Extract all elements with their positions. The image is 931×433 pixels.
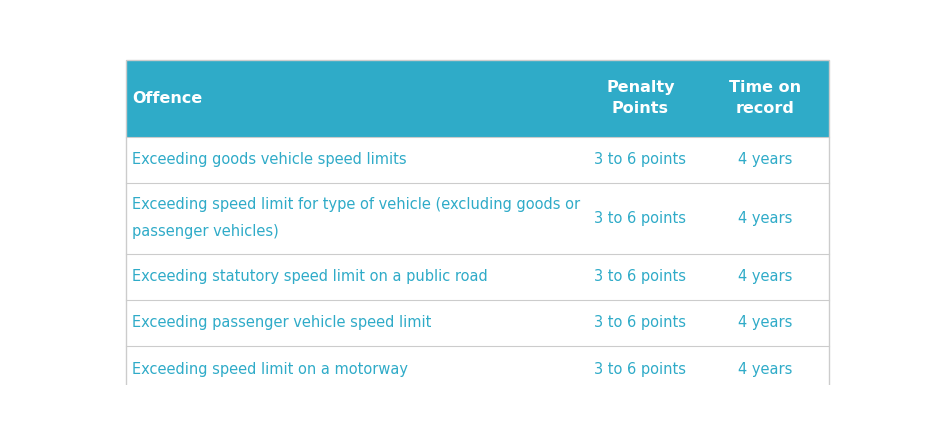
Text: Penalty
Points: Penalty Points (606, 80, 675, 116)
Text: 3 to 6 points: 3 to 6 points (594, 211, 686, 226)
Text: 3 to 6 points: 3 to 6 points (594, 362, 686, 377)
Bar (126, 254, 829, 300)
Text: Exceeding speed limit for type of vehicle (excluding goods or
passenger vehicles: Exceeding speed limit for type of vehicl… (132, 197, 580, 239)
Text: Exceeding passenger vehicle speed limit: Exceeding passenger vehicle speed limit (132, 316, 431, 330)
Text: 3 to 6 points: 3 to 6 points (594, 316, 686, 330)
Text: 3 to 6 points: 3 to 6 points (594, 152, 686, 167)
Text: Exceeding goods vehicle speed limits: Exceeding goods vehicle speed limits (132, 152, 407, 167)
Text: 4 years: 4 years (738, 211, 792, 226)
Text: 4 years: 4 years (738, 152, 792, 167)
Bar (126, 183, 829, 254)
Text: Exceeding statutory speed limit on a public road: Exceeding statutory speed limit on a pub… (132, 269, 488, 284)
Bar (126, 346, 829, 392)
Text: Exceeding speed limit on a motorway: Exceeding speed limit on a motorway (132, 362, 408, 377)
Text: 3 to 6 points: 3 to 6 points (594, 269, 686, 284)
Bar (126, 137, 829, 183)
Bar (126, 60, 829, 137)
Text: 4 years: 4 years (738, 362, 792, 377)
Text: 4 years: 4 years (738, 269, 792, 284)
Bar (126, 300, 829, 346)
Text: Time on
record: Time on record (729, 80, 802, 116)
Text: 4 years: 4 years (738, 316, 792, 330)
Text: Offence: Offence (132, 90, 202, 106)
